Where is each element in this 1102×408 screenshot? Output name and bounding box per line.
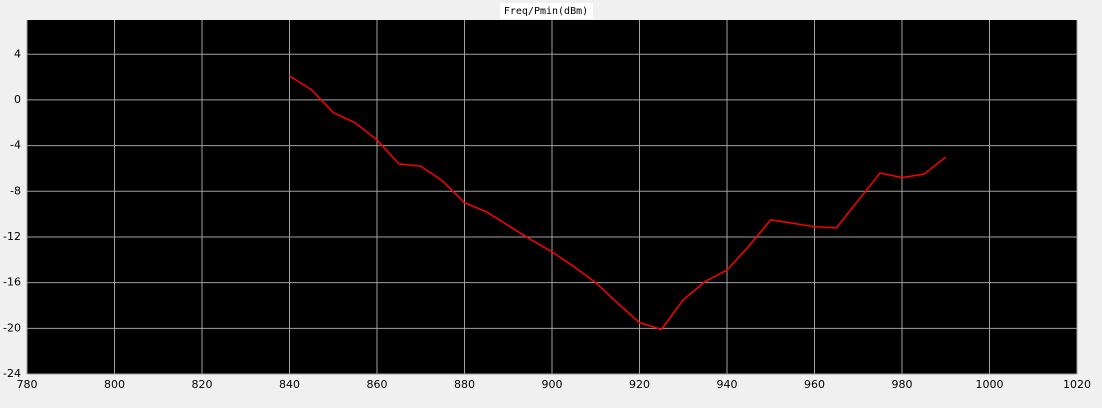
x-tick-label: 900 — [542, 378, 563, 391]
x-tick-label: 800 — [104, 378, 125, 391]
x-tick-label: 1000 — [976, 378, 1004, 391]
x-tick-label: 780 — [17, 378, 38, 391]
y-tick-label: -16 — [3, 276, 21, 289]
x-tick-label: 920 — [629, 378, 650, 391]
y-tick-label: 4 — [14, 47, 21, 60]
x-tick-label: 1020 — [1063, 378, 1091, 391]
y-tick-label: -24 — [3, 367, 21, 380]
x-tick-label: 980 — [892, 378, 913, 391]
x-tick-label: 960 — [804, 378, 825, 391]
y-tick-label: 0 — [14, 93, 21, 106]
x-tick-label: 860 — [367, 378, 388, 391]
y-tick-label: -4 — [10, 139, 21, 152]
y-tick-label: -12 — [3, 230, 21, 243]
chart-title: Freq/Pmin(dBm) — [504, 6, 588, 17]
line — [289, 75, 947, 331]
x-tick-label: 940 — [717, 378, 738, 391]
title-box — [500, 3, 593, 19]
x-tick-label: 880 — [454, 378, 475, 391]
x-tick-label: 820 — [192, 378, 213, 391]
x-tick-label: 840 — [279, 378, 300, 391]
y-tick-label: -8 — [10, 184, 21, 197]
y-tick-label: -20 — [3, 321, 21, 334]
